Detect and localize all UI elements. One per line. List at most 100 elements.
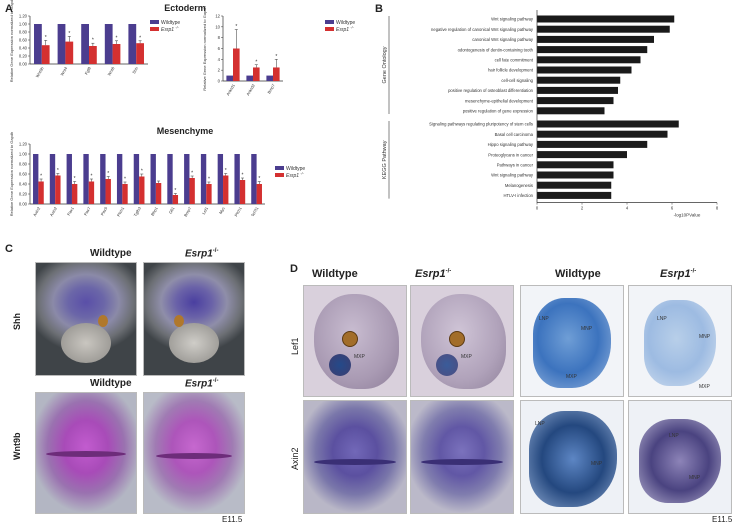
bar-mutant <box>189 178 195 204</box>
x-tick-label: Wnt6 <box>106 65 115 76</box>
pathway-bar <box>537 191 612 199</box>
significance-star: * <box>90 174 92 180</box>
pathway-label: cell-cell signaling <box>501 78 533 83</box>
c-mutant-label: Esrp1-/- <box>185 248 219 260</box>
x-tick-label: Axin2 <box>49 205 59 217</box>
c-wnt9b-mutant-image <box>143 392 245 514</box>
legend-label-mutant: Esrp1 <box>286 173 299 179</box>
pathway-bar <box>537 107 605 115</box>
pathway-bar <box>537 76 621 84</box>
x-tick-label: Myc <box>218 206 226 215</box>
pathway-bar <box>537 171 614 179</box>
pathway-enrichment-chart: Wnt signaling pathway negative regulation… <box>382 10 719 218</box>
y-tick-label: 0.40 <box>19 182 28 187</box>
x-tick-label: Ptch1 <box>116 205 126 217</box>
group-label-go: Gene Ontology <box>382 46 388 83</box>
bar-mutant <box>233 48 240 81</box>
bar-mutant <box>112 44 121 64</box>
bar-mutant <box>239 180 246 204</box>
bar-wildtype <box>184 154 190 204</box>
significance-star: * <box>92 38 94 44</box>
pathway-bar <box>537 46 648 54</box>
bar-mutant <box>41 45 50 64</box>
ectoderm-upregulated-chart: 0 2 4 6 8 10 12 Relative Gene Expression normal… <box>202 6 355 96</box>
pathway-label: canonical Wnt signaling pathway <box>472 37 534 42</box>
x-tick-label: Tgfb3 <box>133 205 143 217</box>
bar-mutant <box>89 46 97 64</box>
significance-star: * <box>141 169 143 175</box>
significance-star: * <box>124 177 126 183</box>
pathway-label: Wnt signaling pathway <box>491 17 534 22</box>
y-tick-label: 0.20 <box>19 192 28 197</box>
d-lef1-mutant-image: MXP <box>410 285 514 397</box>
c-mutant-label-2: Esrp1-/- <box>185 378 219 390</box>
bar-wildtype <box>133 154 140 204</box>
y-tick-label: 2 <box>218 68 221 73</box>
pathway-label: Basal cell carcinoma <box>495 132 534 137</box>
pathway-bar <box>537 25 670 33</box>
y-tick-label: 0.40 <box>19 46 28 51</box>
y-tick-label: 1.20 <box>19 14 28 19</box>
bar-mutant <box>65 41 74 64</box>
c-shh-mutant-image <box>143 262 245 376</box>
legend-label-wildtype: Wildtype <box>336 20 355 26</box>
pathway-label: Hippo signaling pathway <box>488 142 534 147</box>
pathway-label: mesenchyme-epithelial development <box>465 98 534 103</box>
pathway-label: Pathways in cancer <box>497 163 534 168</box>
bar-wildtype <box>81 24 89 64</box>
c-shh-wildtype-image <box>35 262 137 376</box>
bar-wildtype <box>266 75 273 81</box>
pathway-bar <box>537 130 668 138</box>
legend-label-wildtype: Wildtype <box>161 20 180 26</box>
c-wildtype-label-2: Wildtype <box>90 378 132 389</box>
significance-star: * <box>258 176 260 182</box>
pathway-label: Signaling pathways regulating pluripoten… <box>429 122 533 127</box>
bar-mutant <box>273 67 280 81</box>
legend-swatch-mutant <box>150 27 159 31</box>
significance-star: * <box>208 177 210 183</box>
pathway-bar <box>537 181 612 189</box>
x-tick-label: Ankrd1 <box>225 82 236 96</box>
y-tick-label: 0.00 <box>19 62 28 67</box>
group-label-kegg: KEGG Pathway <box>382 140 388 179</box>
significance-star: * <box>40 174 42 180</box>
d-row-axin2: Axin2 <box>290 447 300 470</box>
significance-star: * <box>45 35 47 41</box>
bar-wildtype <box>34 24 42 64</box>
x-tick-label: Fgf8 <box>84 65 93 75</box>
y-tick-label: 0.80 <box>19 162 28 167</box>
c-wildtype-label: Wildtype <box>90 248 132 259</box>
legend-label-mutant-sup: -/- <box>301 172 305 176</box>
legend-swatch-wildtype <box>325 20 334 24</box>
legend-label-mutant: Esrp1 <box>336 27 349 33</box>
bar-wildtype <box>66 154 72 204</box>
legend-swatch-mutant <box>275 173 284 177</box>
legend-label-mutant: Esrp1 <box>161 27 174 33</box>
bar-mutant <box>139 176 145 204</box>
bar-wildtype <box>150 154 156 204</box>
y-tick-label: 0.80 <box>19 30 28 35</box>
bar-wildtype <box>251 154 257 204</box>
bar-mutant <box>122 184 128 204</box>
c-row-wnt9b: Wnt9b <box>12 432 22 461</box>
bar-wildtype <box>33 154 39 204</box>
significance-star: * <box>68 31 70 37</box>
y-tick-label: 12 <box>215 14 220 19</box>
bar-mutant <box>38 181 44 204</box>
y-tick-label: 0.60 <box>19 172 28 177</box>
x-tick-label: Pax9 <box>100 205 109 216</box>
ectoderm-title: Ectoderm <box>164 3 206 13</box>
significance-star: * <box>139 35 141 41</box>
bar-mutant <box>55 175 61 204</box>
x-tick-label: Ankrd2 <box>245 82 256 96</box>
y-tick-label: 4 <box>218 57 221 62</box>
legend-swatch-wildtype <box>275 166 284 170</box>
pathway-label: cell fate commitment <box>495 58 534 63</box>
x-tick-label: Bmp7 <box>183 205 193 217</box>
significance-star: * <box>174 188 176 194</box>
significance-star: * <box>275 54 277 60</box>
x-tick-label: Gli1 <box>168 205 176 214</box>
pathway-bar <box>537 86 618 94</box>
bar-wildtype <box>49 154 56 204</box>
significance-star: * <box>107 171 109 177</box>
